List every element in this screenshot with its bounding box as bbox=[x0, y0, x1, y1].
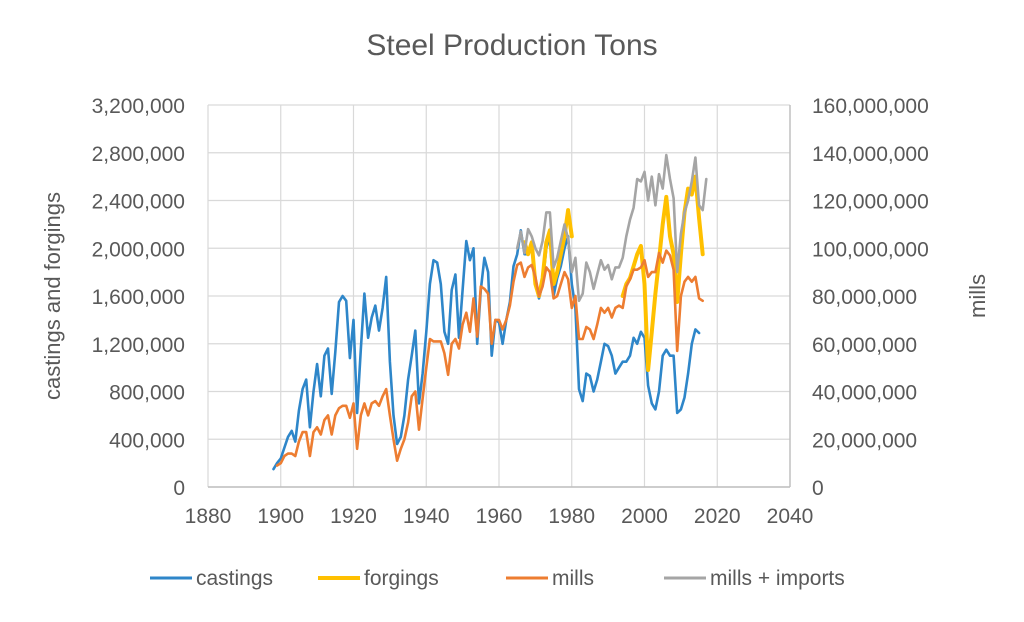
chart-title: Steel Production Tons bbox=[366, 29, 657, 62]
x-tick-label: 1920 bbox=[330, 505, 377, 528]
y-right-tick-label: 60,000,000 bbox=[812, 334, 917, 357]
y-right-tick-label: 140,000,000 bbox=[812, 143, 929, 166]
y-left-tick-label: 400,000 bbox=[109, 429, 185, 452]
x-tick-label: 1960 bbox=[476, 505, 523, 528]
y-left-tick-label: 2,800,000 bbox=[92, 143, 185, 166]
y-left-tick-label: 1,200,000 bbox=[92, 334, 185, 357]
series-lines bbox=[272, 153, 708, 471]
legend-label-forgings: forgings bbox=[364, 567, 439, 590]
series-line-mills bbox=[275, 249, 704, 467]
legend: castings forgings mills mills + imports bbox=[150, 567, 845, 590]
y-right-tick-label: 120,000,000 bbox=[812, 191, 929, 214]
y-right-tick-label: 20,000,000 bbox=[812, 429, 917, 452]
y-left-axis-label: castings and forgings bbox=[40, 192, 65, 400]
legend-label-castings: castings bbox=[196, 567, 273, 590]
x-tick-label: 1940 bbox=[403, 505, 450, 528]
y-right-axis-label: mills bbox=[965, 274, 990, 318]
x-tick-label: 2040 bbox=[767, 505, 814, 528]
y-left-tick-label: 2,400,000 bbox=[92, 191, 185, 214]
series-line-mills-imports bbox=[515, 153, 708, 303]
y-right-tick-label: 160,000,000 bbox=[812, 95, 929, 118]
y-right-tick-label: 0 bbox=[812, 477, 824, 500]
x-tick-label: 1980 bbox=[548, 505, 595, 528]
y-left-tick-label: 2,000,000 bbox=[92, 238, 185, 261]
y-left-tick-label: 800,000 bbox=[109, 382, 185, 405]
y-left-tick-label: 3,200,000 bbox=[92, 95, 185, 118]
y-left-tick-label: 0 bbox=[173, 477, 185, 500]
x-tick-label: 1900 bbox=[257, 505, 304, 528]
y-right-tick-label: 80,000,000 bbox=[812, 286, 917, 309]
y-left-tick-label: 1,600,000 bbox=[92, 286, 185, 309]
x-tick-label: 2000 bbox=[621, 505, 668, 528]
legend-label-mills-imports: mills + imports bbox=[710, 567, 845, 590]
axes: 0 400,000 800,000 1,200,000 1,600,000 2,000,0… bbox=[92, 95, 929, 528]
legend-label-mills: mills bbox=[552, 567, 594, 590]
gridlines bbox=[207, 104, 791, 488]
y-right-tick-label: 40,000,000 bbox=[812, 382, 917, 405]
series-line-castings bbox=[272, 229, 701, 471]
y-right-tick-label: 100,000,000 bbox=[812, 238, 929, 261]
x-tick-label: 1880 bbox=[185, 505, 232, 528]
x-tick-label: 2020 bbox=[694, 505, 741, 528]
